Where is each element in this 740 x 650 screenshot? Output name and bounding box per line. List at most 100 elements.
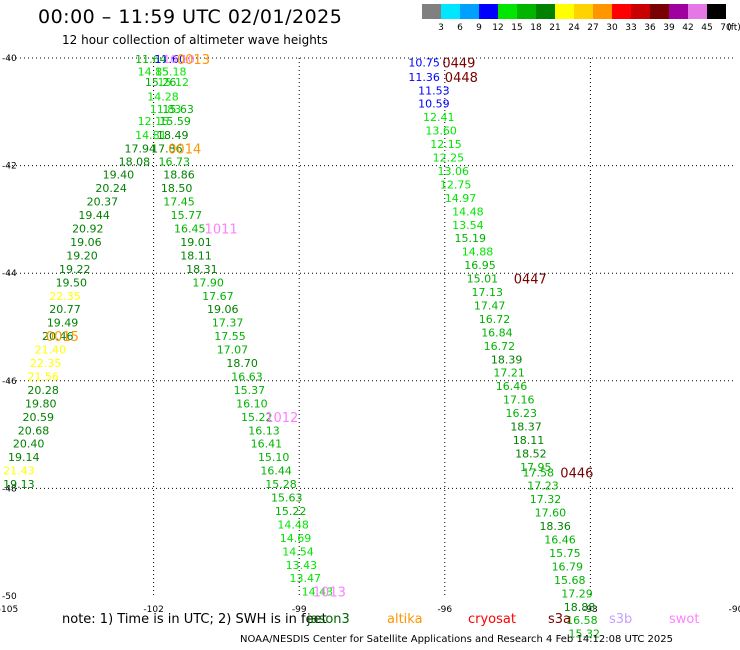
swh-value: 15.68 (554, 574, 586, 587)
swh-value: 19.13 (3, 478, 35, 491)
swh-value: 11.60 (155, 53, 187, 66)
swh-value: 15.22 (241, 411, 273, 424)
swh-value: 16.13 (248, 424, 279, 437)
swh-value: 12.15 (138, 115, 170, 128)
swh-value: 16.45 (174, 223, 206, 236)
swh-value: 19.01 (180, 236, 212, 249)
swh-value: 18.11 (180, 249, 212, 262)
swh-value: 10.75 (408, 56, 440, 69)
swh-value: 15.26 (145, 76, 177, 89)
swh-value: 14.88 (462, 246, 494, 259)
chart-subtitle: 12 hour collection of altimeter wave hei… (62, 33, 328, 47)
pass-label: 1011 (205, 223, 238, 238)
swh-value: 17.58 (522, 466, 554, 479)
x-tick-label: -93 (583, 605, 598, 615)
x-tick-label: -105 (0, 605, 18, 615)
swh-value: 13.54 (452, 219, 484, 232)
swh-value: 17.90 (192, 276, 224, 289)
swh-value: 20.40 (13, 438, 45, 451)
swh-value: 15.59 (159, 115, 191, 128)
swh-value: 21.43 (3, 465, 35, 478)
legend-label: 21 (549, 23, 561, 33)
swh-value: 16.41 (251, 438, 283, 451)
swh-value: 16.95 (464, 259, 496, 272)
pass-label: 0013 (177, 53, 210, 68)
x-tick-label: -99 (292, 605, 307, 615)
swh-value: 16.72 (479, 313, 511, 326)
swh-value: 18.31 (186, 263, 218, 276)
swh-value: 18.11 (513, 434, 545, 447)
legend-swatch (650, 4, 669, 19)
swh-value: 16.23 (505, 407, 537, 420)
swh-value: 20.77 (49, 303, 81, 316)
satellite-label: cryosat (468, 612, 516, 627)
swh-value: 18.39 (491, 353, 523, 366)
swh-value: 17.67 (202, 290, 234, 303)
legend-swatch (612, 4, 631, 19)
swh-value: 13.06 (438, 165, 470, 178)
y-tick-label: -50 (2, 592, 17, 602)
legend-swatch (479, 4, 498, 19)
swh-value: 12.41 (423, 111, 455, 124)
swh-value: 15.01 (467, 273, 499, 286)
swh-value: 14.97 (445, 192, 477, 205)
pass-label: 0446 (560, 466, 593, 481)
legend-swatch (422, 4, 441, 19)
pass-label: 1012 (265, 411, 298, 426)
satellite-label: jason3 (307, 612, 350, 627)
swh-value: 15.28 (265, 478, 297, 491)
x-tick-label: -90 (729, 605, 740, 615)
swh-value: 18.50 (161, 182, 193, 195)
swh-value: 17.21 (493, 367, 525, 380)
swh-value: 15.63 (271, 492, 303, 505)
swh-value: 11.36 (408, 71, 440, 84)
swh-value: 14.54 (282, 545, 314, 558)
swh-value: 14.28 (147, 91, 179, 104)
legend-swatch (593, 4, 612, 19)
swh-value: 15.10 (258, 451, 290, 464)
legend-label: 33 (625, 23, 637, 33)
swh-value: 15.22 (275, 505, 307, 518)
swh-value: 14.48 (277, 518, 309, 531)
swh-value: 12.15 (430, 138, 462, 151)
swh-value: 19.44 (78, 209, 110, 222)
swh-value: 17.47 (474, 299, 506, 312)
legend-swatch (517, 4, 536, 19)
swh-value: 14.85 (138, 65, 170, 78)
swh-value: 17.86 (151, 142, 183, 155)
swh-value: 12.75 (440, 178, 472, 191)
swh-value: 18.36 (539, 520, 571, 533)
swh-value: 14.69 (280, 532, 312, 545)
swh-value: 22.35 (30, 357, 62, 370)
legend-swatch (631, 4, 650, 19)
swh-value: 20.59 (23, 411, 54, 424)
swh-value: 16.58 (566, 614, 598, 627)
swh-value: 16.46 (496, 380, 528, 393)
swh-value: 17.13 (471, 286, 503, 299)
swh-value: 10.59 (418, 98, 450, 111)
swh-value: 15.18 (155, 65, 187, 78)
chart-title: 00:00 – 11:59 UTC 02/01/2025 (38, 6, 343, 28)
legend-label: 3 (438, 23, 444, 33)
swh-value: 20.37 (87, 196, 119, 209)
legend-label: 30 (606, 23, 618, 33)
legend-label: 12 (492, 23, 504, 33)
swh-value: 13.43 (286, 559, 318, 572)
swh-value: 20.92 (72, 223, 104, 236)
swh-value: 20.28 (27, 384, 59, 397)
pass-label: 0448 (445, 71, 478, 86)
swh-value: 15.32 (569, 628, 601, 641)
swh-value: 17.45 (163, 196, 195, 209)
y-tick-label: -42 (2, 162, 17, 172)
swh-value: 19.06 (207, 303, 239, 316)
legend-label: 42 (682, 23, 694, 33)
swh-value: 21.40 (35, 344, 66, 357)
swh-value: 17.55 (214, 330, 246, 343)
legend-swatch (460, 4, 479, 19)
swh-value: 19.14 (8, 451, 40, 464)
swh-value: 14.48 (452, 205, 484, 218)
legend-label: 6 (457, 23, 463, 33)
legend-swatch (555, 4, 574, 19)
x-tick-label: -96 (437, 605, 452, 615)
